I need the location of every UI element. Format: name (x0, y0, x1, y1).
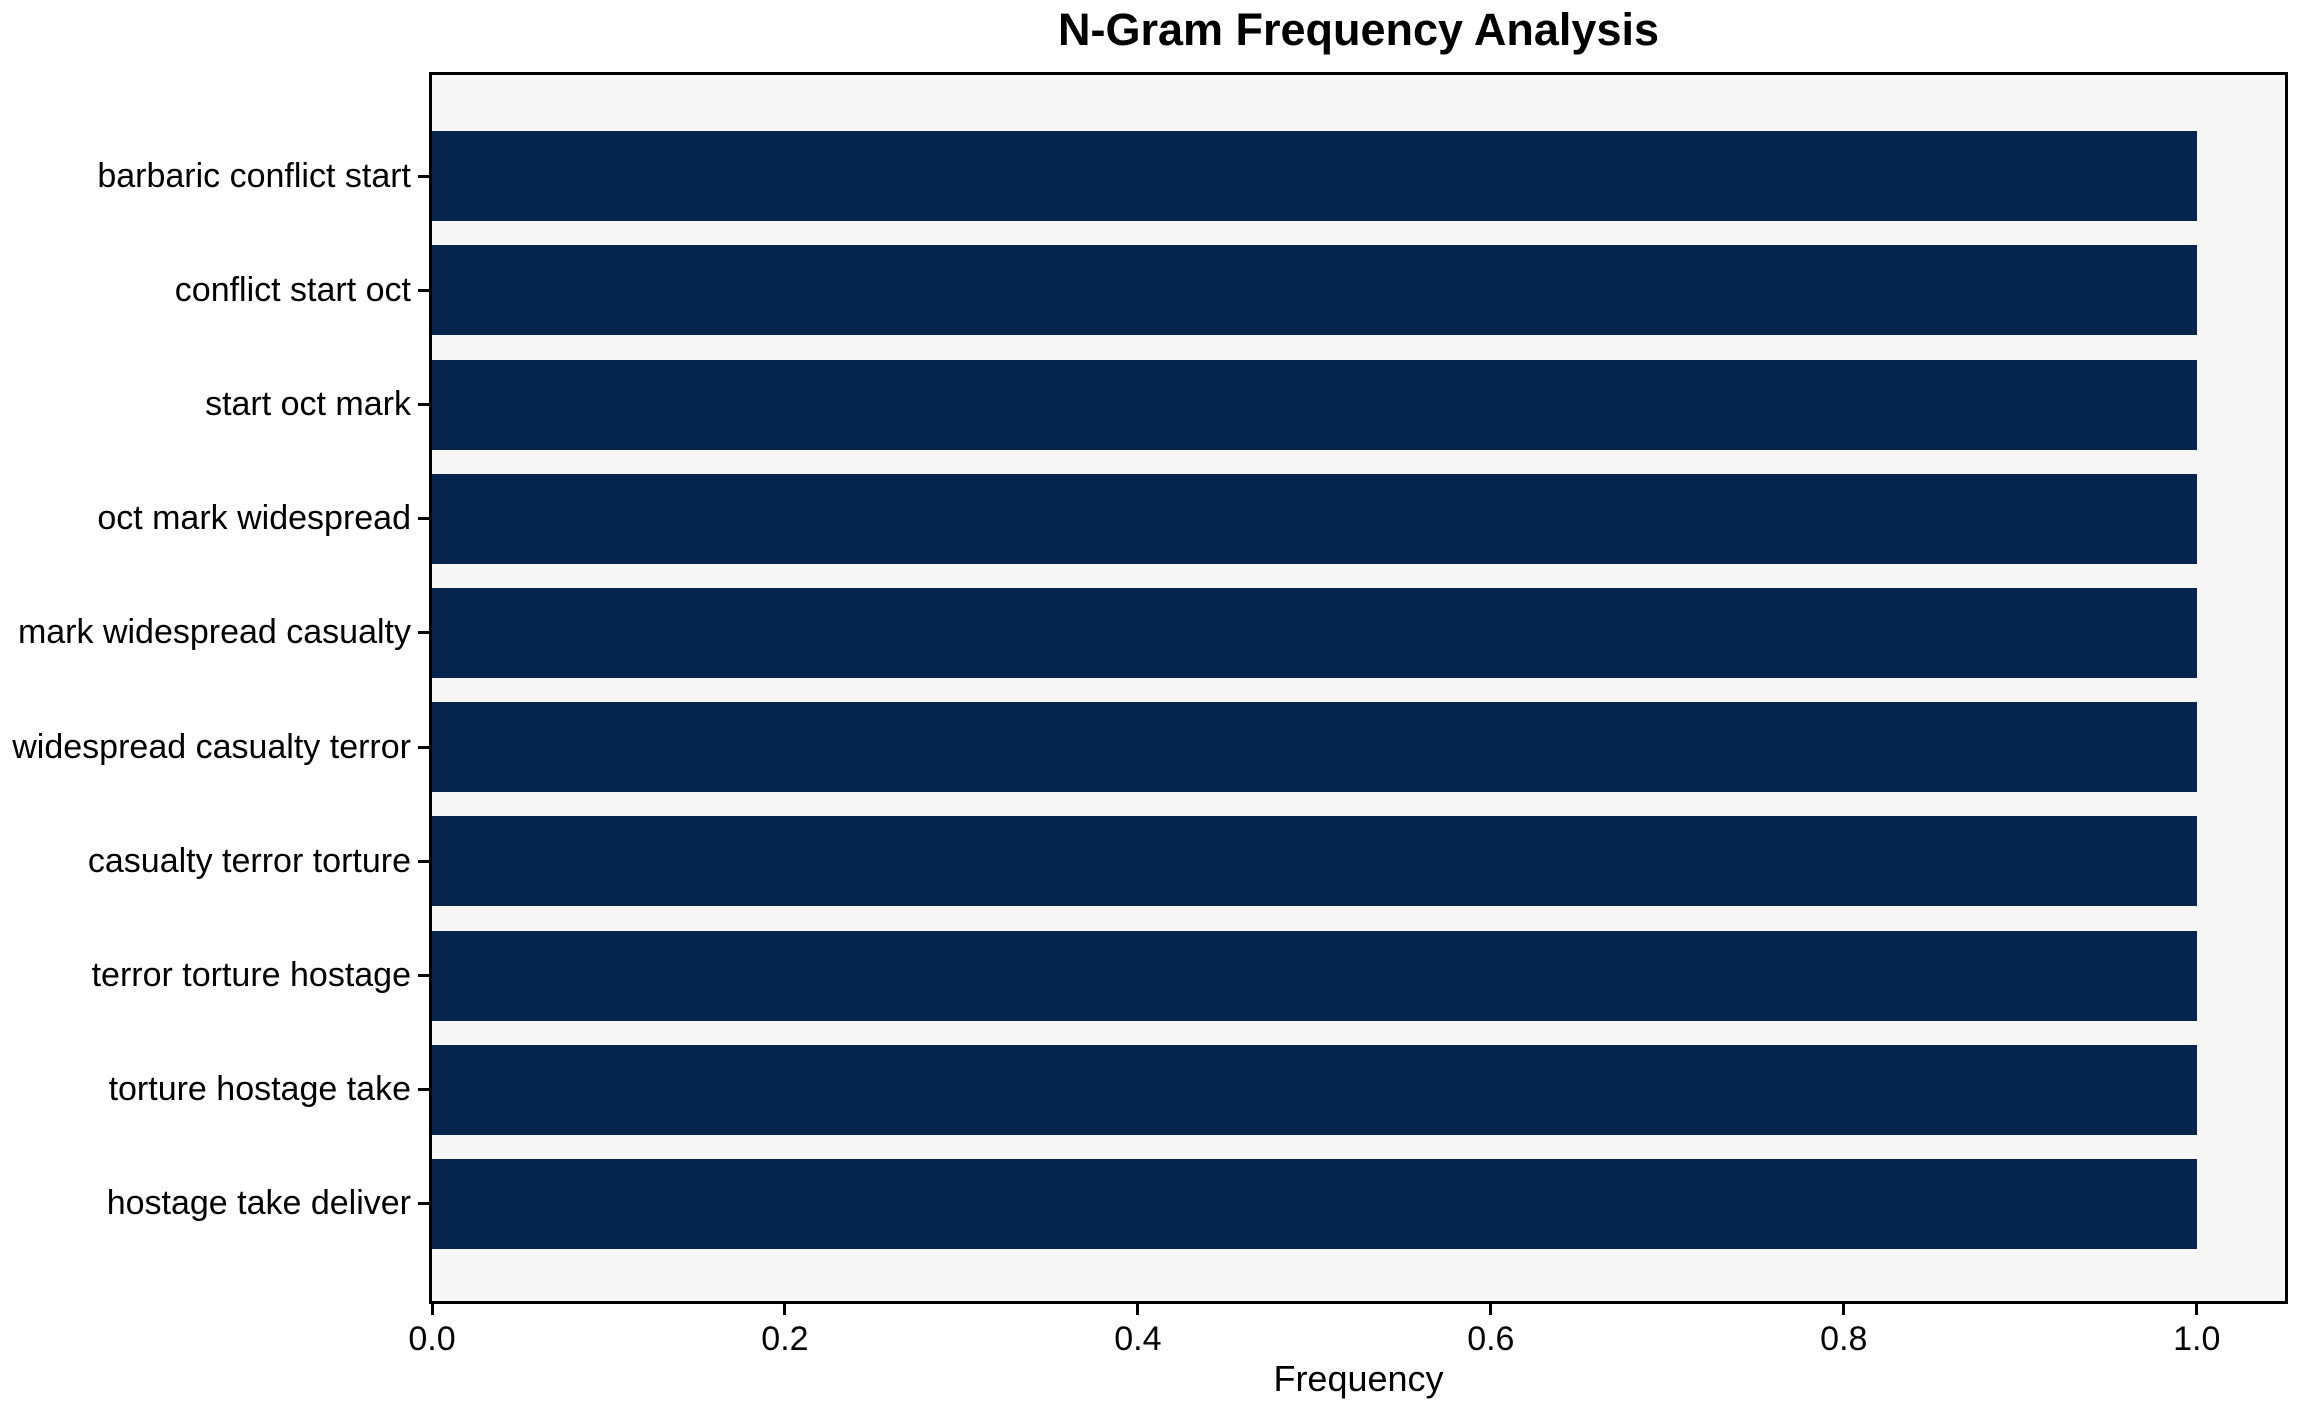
x-tick-label: 0.4 (1114, 1320, 1162, 1358)
y-tick-mark (418, 1088, 429, 1092)
x-tick-mark (1489, 1304, 1493, 1315)
y-tick-mark (418, 859, 429, 863)
y-tick-mark (418, 403, 429, 406)
x-tick-mark (430, 1304, 434, 1315)
y-tick-label: conflict start oct (174, 270, 411, 309)
y-tick-label: torture hostage take (108, 1070, 411, 1109)
x-tick-label: 0.0 (408, 1320, 456, 1358)
bar-barbaric-conflict-start (432, 131, 2197, 222)
chart-title: N-Gram Frequency Analysis (1057, 4, 1660, 55)
bar-hostage-take-deliver (432, 1158, 2197, 1249)
y-tick-label: mark widespread casualty (17, 613, 411, 652)
bar-start-oct-mark (432, 359, 2197, 450)
bar-mark-widespread-casualty (432, 587, 2197, 678)
y-tick-label: oct mark widespread (97, 499, 411, 538)
y-tick-mark (418, 974, 429, 977)
y-tick-label: barbaric conflict start (97, 156, 411, 195)
y-tick-mark (418, 745, 429, 749)
y-tick-mark (418, 517, 429, 521)
y-tick-label: casualty terror torture (87, 841, 411, 880)
y-tick-label: start oct mark (205, 384, 411, 423)
bar-widespread-casualty-terror (432, 702, 2197, 793)
x-tick-mark (2195, 1304, 2199, 1315)
plot-area (429, 72, 2288, 1304)
y-tick-mark (418, 631, 429, 635)
y-tick-mark (418, 1202, 429, 1206)
x-tick-label: 0.6 (1467, 1320, 1515, 1358)
x-axis-title: Frequency (1273, 1358, 1444, 1399)
y-tick-mark (418, 288, 429, 292)
x-tick-label: 0.8 (1820, 1320, 1868, 1358)
x-tick-mark (1842, 1304, 1846, 1315)
bar-casualty-terror-torture (432, 816, 2197, 907)
y-tick-label: terror torture hostage (91, 955, 411, 994)
bar-conflict-start-oct (432, 245, 2197, 336)
x-tick-mark (1136, 1304, 1140, 1315)
y-tick-label: widespread casualty terror (12, 727, 411, 766)
bar-terror-torture-hostage (432, 930, 2197, 1021)
bar-oct-mark-widespread (432, 473, 2197, 564)
y-tick-mark (418, 174, 429, 178)
bar-torture-hostage-take (432, 1044, 2197, 1135)
x-tick-mark (783, 1304, 787, 1315)
y-tick-label: hostage take deliver (106, 1184, 411, 1223)
x-tick-label: 1.0 (2173, 1320, 2221, 1358)
x-tick-label: 0.2 (761, 1320, 809, 1358)
